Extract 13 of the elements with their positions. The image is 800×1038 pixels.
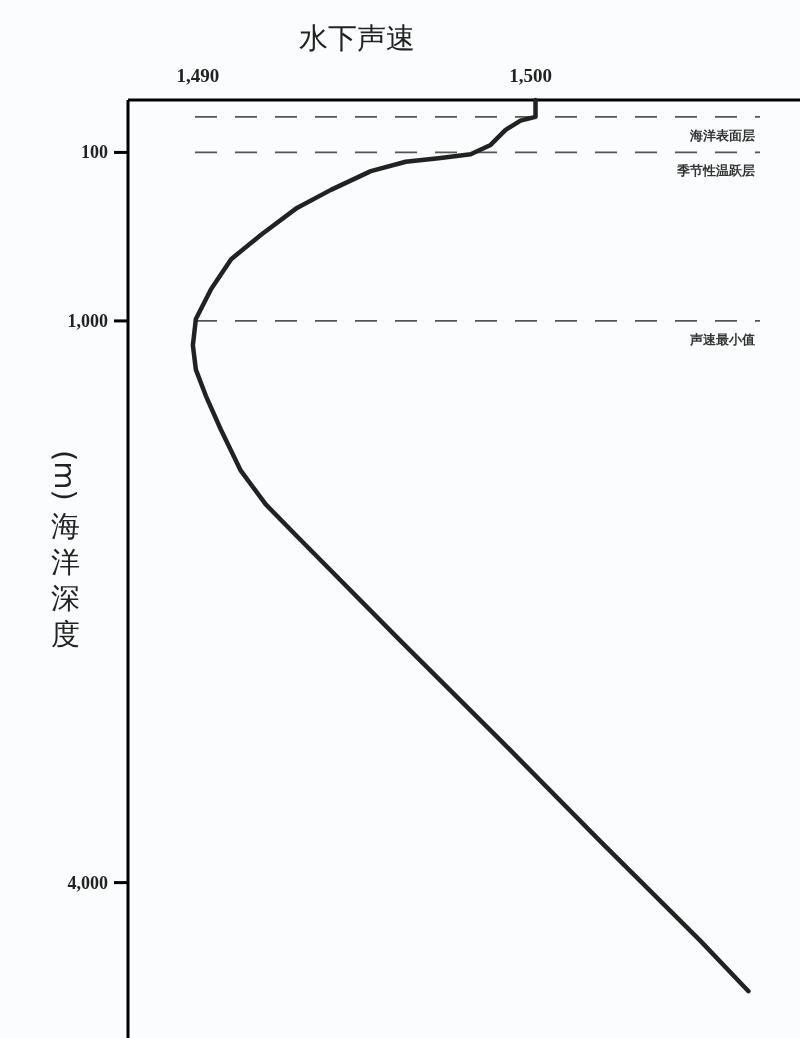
y-tick-label: 4,000 xyxy=(67,872,108,893)
ref-line: 海洋表面层 xyxy=(194,115,761,143)
y-axis-title: (m)海洋深度 xyxy=(48,450,82,651)
ref-line: 季节性温跃层 xyxy=(194,151,761,179)
ref-line-label: 海洋表面层 xyxy=(689,127,755,143)
ref-line: 声速最小值 xyxy=(194,320,761,347)
y-tick-label: 1,000 xyxy=(67,310,108,331)
ref-line-label: 声速最小值 xyxy=(689,331,755,347)
y-tick-label: 100 xyxy=(81,142,108,163)
x-tick-label: 1,500 xyxy=(509,65,552,86)
ref-line-label: 季节性温跃层 xyxy=(676,163,755,179)
x-tick-label: 1,490 xyxy=(176,65,220,86)
chart-title: 水下声速 xyxy=(299,21,415,55)
